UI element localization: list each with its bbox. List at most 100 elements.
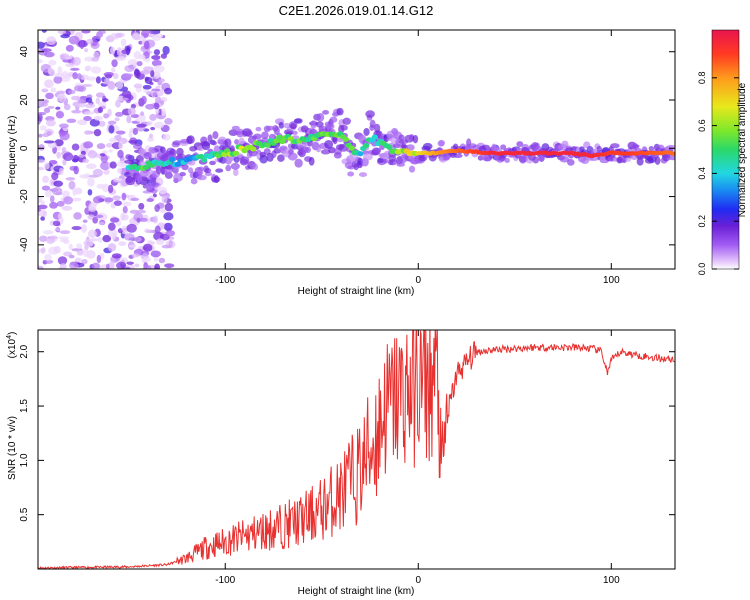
ridge-halo bbox=[155, 165, 162, 175]
noise-spot bbox=[59, 131, 70, 141]
noise-spot bbox=[148, 30, 155, 35]
noise-spot bbox=[132, 61, 137, 69]
noise-spot bbox=[79, 40, 85, 50]
noise-spot bbox=[161, 107, 167, 117]
noise-spot bbox=[154, 33, 164, 39]
noise-spot bbox=[162, 45, 170, 55]
ridge-cell bbox=[357, 151, 364, 157]
noise-spot bbox=[120, 212, 126, 221]
ridge-halo bbox=[333, 152, 342, 159]
ridge-cell bbox=[276, 134, 283, 141]
noise-spot bbox=[56, 90, 66, 95]
ridge-halo bbox=[277, 154, 285, 162]
noise-spot bbox=[39, 125, 47, 131]
noise-spot bbox=[74, 257, 82, 263]
colorbar: 0.0 0.2 0.4 0.6 0.8 Normalized spectral ampl… bbox=[697, 29, 748, 276]
y-tick-label: 2.0 bbox=[19, 344, 30, 358]
ridge-halo bbox=[566, 158, 575, 166]
noise-spot bbox=[87, 177, 95, 187]
noise-spot bbox=[117, 167, 123, 174]
noise-spot bbox=[63, 196, 74, 205]
ridge-halo bbox=[259, 154, 268, 164]
ridge-cell bbox=[250, 146, 257, 152]
ridge-halo bbox=[125, 176, 136, 186]
noise-spot bbox=[98, 120, 106, 127]
noise-spot bbox=[54, 228, 61, 232]
colorbar-tick-label: 0.0 bbox=[697, 263, 707, 276]
noise-spot bbox=[160, 100, 165, 105]
noise-spot bbox=[99, 153, 106, 157]
y-tick-label: 1.5 bbox=[19, 399, 30, 413]
noise-spot bbox=[38, 112, 47, 116]
snr-multiplier-base: (x10 bbox=[7, 338, 18, 358]
ridge-halo bbox=[648, 146, 655, 151]
noise-spot bbox=[107, 80, 115, 89]
noise-spot bbox=[103, 113, 110, 119]
noise-spot bbox=[133, 83, 143, 89]
noise-spot bbox=[65, 44, 74, 52]
noise-spot bbox=[112, 177, 123, 182]
noise-spot bbox=[42, 175, 49, 184]
noise-spot bbox=[121, 97, 129, 101]
ridge-cell bbox=[386, 144, 393, 150]
noise-spot bbox=[68, 254, 75, 259]
noise-spot bbox=[81, 30, 91, 34]
noise-spot bbox=[77, 99, 85, 104]
noise-spot bbox=[56, 200, 65, 207]
ridge-cell bbox=[342, 136, 350, 142]
noise-spot bbox=[126, 115, 132, 124]
noise-spot bbox=[59, 239, 69, 243]
noise-spot bbox=[115, 261, 127, 269]
noise-spot bbox=[153, 49, 161, 56]
noise-spot bbox=[51, 186, 63, 196]
noise-spot bbox=[105, 263, 111, 269]
noise-spot bbox=[72, 72, 78, 80]
noise-spot bbox=[68, 262, 79, 269]
noise-spot bbox=[63, 152, 74, 162]
noise-spot bbox=[108, 149, 113, 153]
noise-spot bbox=[158, 186, 168, 195]
y-tick-label: -40 bbox=[19, 237, 30, 252]
noise-spot bbox=[147, 137, 155, 142]
noise-spot bbox=[153, 64, 165, 73]
noise-spot bbox=[154, 204, 160, 213]
colorbar-tick-label: 0.4 bbox=[697, 167, 707, 180]
ridge-halo bbox=[373, 147, 382, 154]
ridge-halo bbox=[232, 168, 239, 177]
noise-spot bbox=[117, 134, 122, 141]
noise-spot bbox=[154, 225, 161, 234]
noise-spot bbox=[153, 215, 158, 224]
ridge-halo bbox=[346, 155, 355, 164]
ridge-halo bbox=[230, 162, 240, 170]
noise-spot bbox=[86, 38, 94, 45]
noise-spot bbox=[99, 161, 111, 171]
noise-spot bbox=[158, 78, 165, 83]
noise-spot bbox=[68, 180, 76, 190]
noise-spot bbox=[112, 72, 119, 80]
noise-spot bbox=[155, 96, 162, 104]
noise-spot bbox=[44, 79, 54, 88]
noise-spot bbox=[103, 72, 115, 77]
noise-spot bbox=[94, 115, 101, 121]
noise-spot bbox=[83, 130, 91, 136]
ridge-halo bbox=[187, 167, 194, 174]
ridge-halo bbox=[204, 167, 212, 174]
noise-spot bbox=[97, 106, 104, 113]
colorbar-tick-label: 0.2 bbox=[697, 215, 707, 228]
ridge-halo bbox=[266, 125, 275, 131]
noise-spot bbox=[38, 265, 44, 269]
noise-spot bbox=[142, 84, 152, 90]
ridge-halo bbox=[151, 181, 160, 188]
ridge-halo bbox=[610, 143, 620, 149]
noise-spot bbox=[95, 92, 105, 98]
ridge-halo bbox=[329, 116, 338, 123]
noise-spot bbox=[142, 256, 151, 263]
ridge-cell bbox=[278, 138, 286, 145]
noise-spot bbox=[83, 141, 93, 149]
ridge-halo bbox=[290, 123, 297, 130]
noise-spot bbox=[144, 76, 153, 85]
noise-spot bbox=[98, 221, 105, 225]
noise-spot bbox=[96, 143, 106, 150]
x-tick-label: 100 bbox=[603, 575, 620, 586]
noise-spot bbox=[67, 89, 76, 95]
